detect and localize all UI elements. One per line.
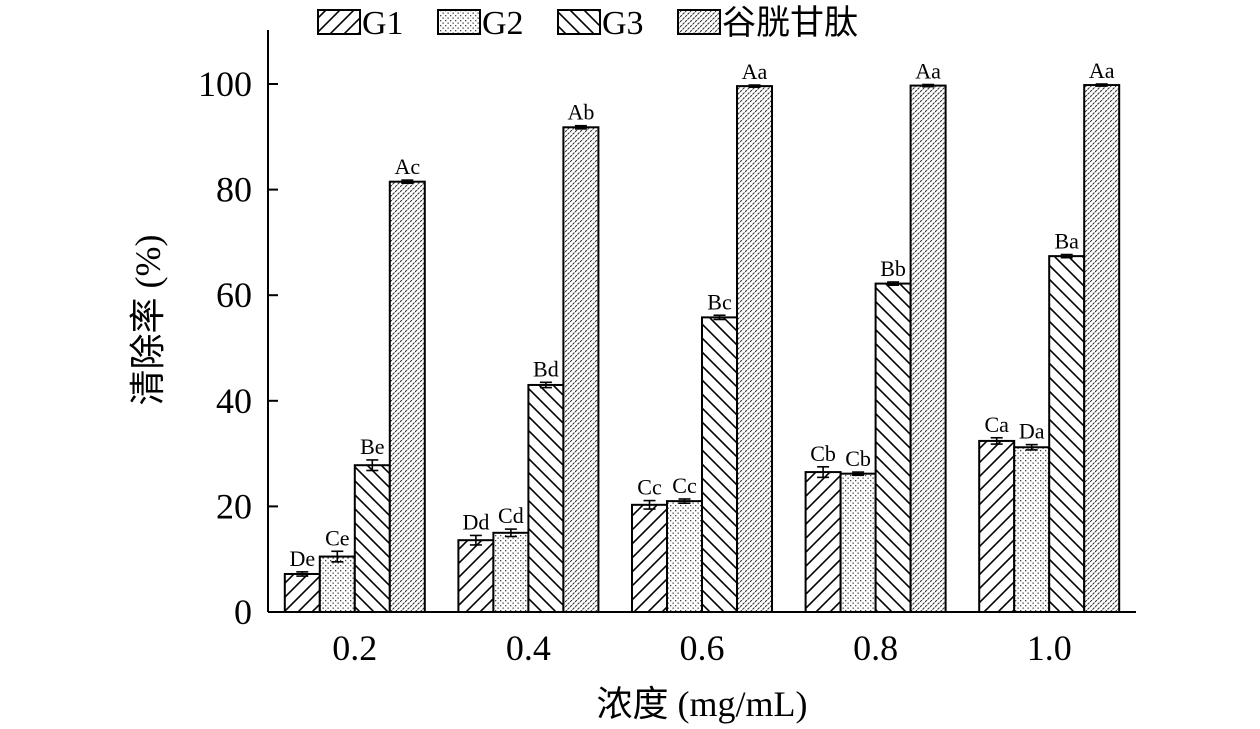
bar-谷胱甘肽-1.0	[1083, 84, 1121, 613]
bar-谷胱甘肽-0.6	[736, 85, 773, 613]
bar-G3-1.0	[1048, 255, 1086, 613]
bar-G3-0.4	[527, 383, 565, 613]
y-tick-label: 80	[216, 170, 252, 210]
data-label: Ca	[984, 412, 1009, 437]
bar-G1-0.4	[457, 539, 495, 614]
x-tick-label: 0.6	[680, 628, 725, 668]
bar-G1-0.2	[283, 572, 321, 614]
legend: G1 G2 G3 谷胱甘肽	[317, 4, 858, 42]
data-label: Bb	[880, 256, 906, 281]
legend-label-G1: G1	[362, 5, 404, 42]
bar-G2-0.8	[839, 472, 877, 613]
data-label: Be	[360, 434, 384, 459]
data-label: Cb	[845, 446, 871, 471]
y-tick-label: 60	[216, 275, 252, 315]
bar-G2-0.2	[318, 555, 356, 613]
data-label: Bc	[707, 289, 732, 314]
data-label: Ba	[1054, 229, 1079, 254]
legend-label-G2: G2	[482, 5, 524, 42]
x-tick-label: 1.0	[1027, 628, 1072, 668]
data-label: Aa	[742, 59, 768, 84]
bar-G3-0.6	[701, 316, 738, 613]
bar-谷胱甘肽-0.4	[562, 126, 600, 614]
data-label: Ac	[394, 154, 420, 179]
data-label: Cc	[672, 473, 697, 498]
y-axis: 0 20 40 60 80 100	[198, 30, 278, 632]
x-tick-label: 0.4	[506, 628, 551, 668]
x-tick-label: 0.2	[332, 628, 377, 668]
data-label: Bd	[533, 356, 559, 381]
y-tick-label: 0	[234, 592, 252, 632]
bar-谷胱甘肽-0.8	[909, 84, 947, 614]
data-label: Ce	[325, 525, 349, 550]
data-label: Aa	[915, 59, 941, 84]
y-axis-label: 清除率 (%)	[128, 235, 168, 406]
legend-label-G3: G3	[602, 5, 644, 42]
bar-G1-0.8	[804, 471, 842, 613]
bar-G2-0.4	[492, 531, 530, 613]
y-tick-label: 20	[216, 486, 252, 526]
x-axis-label: 浓度 (mg/mL)	[597, 684, 808, 724]
data-label: Ab	[567, 100, 594, 125]
y-tick-label: 100	[198, 64, 252, 104]
data-label: Cb	[810, 441, 836, 466]
bar-G3-0.8	[874, 282, 912, 613]
legend-swatch-G3	[557, 9, 601, 35]
bar-G3-0.2	[353, 464, 391, 613]
x-tick-label: 0.8	[853, 628, 898, 668]
bar-G1-1.0	[978, 439, 1016, 614]
legend-swatch-G1	[317, 9, 361, 35]
data-label: Cd	[498, 503, 524, 528]
bars: De Dd Cc Cb Ca Ce Cd Cc Cb Da Be Bd Bc Bb Ba Ac Ab Aa Aa Aa	[283, 58, 1121, 614]
legend-swatch-G2	[437, 9, 481, 35]
legend-swatch-谷胱甘肽	[677, 9, 721, 35]
bar-G1-0.6	[631, 503, 668, 614]
data-label: Dd	[462, 509, 489, 534]
data-label: Da	[1019, 419, 1045, 444]
data-label: De	[289, 546, 315, 571]
data-label: Aa	[1089, 58, 1115, 83]
data-label: Cc	[637, 475, 662, 500]
legend-label-谷胱甘肽: 谷胱甘肽	[722, 4, 858, 42]
y-tick-label: 40	[216, 381, 252, 421]
bar-G2-0.6	[666, 500, 703, 613]
bar-谷胱甘肽-0.2	[388, 180, 426, 613]
bar-G2-1.0	[1013, 446, 1051, 613]
